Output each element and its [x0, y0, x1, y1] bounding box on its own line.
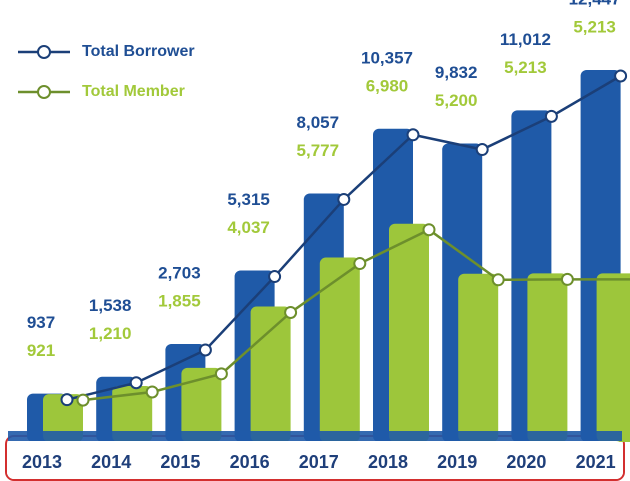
line-marker [198, 343, 212, 357]
bar [596, 273, 630, 442]
bar [181, 367, 222, 442]
value-label: 5,777 [297, 141, 340, 160]
value-label: 11,012 [500, 30, 551, 49]
line-marker [214, 367, 228, 381]
line-marker [145, 385, 159, 399]
line-marker [614, 69, 628, 83]
line-marker [422, 223, 436, 237]
bar [389, 223, 429, 442]
value-label: 10,357 [361, 48, 413, 67]
value-label: 1,855 [158, 291, 201, 310]
line-marker [475, 143, 489, 157]
x-tick-label: 2016 [230, 452, 270, 472]
value-label: 1,210 [89, 324, 132, 343]
legend-marker [37, 85, 51, 99]
value-label: 9,832 [435, 63, 478, 82]
value-label: 6,980 [366, 76, 409, 95]
x-tick-label: 2020 [506, 452, 546, 472]
line-marker [406, 128, 420, 142]
x-tick-label: 2017 [299, 452, 339, 472]
x-tick-label: 2013 [22, 452, 62, 472]
line-marker [560, 272, 574, 286]
value-label: 921 [27, 341, 55, 360]
bar-base-strip [8, 431, 622, 441]
legend-marker [37, 45, 51, 59]
line-marker [544, 109, 558, 123]
line-marker [60, 393, 74, 407]
line-marker [491, 273, 505, 287]
x-tick-label: 2015 [160, 452, 200, 472]
value-label: 2,703 [158, 263, 201, 282]
x-tick-label: 2014 [91, 452, 131, 472]
value-label: 937 [27, 313, 55, 332]
line-marker [284, 305, 298, 319]
bar [43, 394, 83, 442]
bar [319, 257, 360, 442]
value-label: 5,200 [435, 91, 478, 110]
x-tick-label: 2021 [576, 452, 616, 472]
category-box-fill [7, 441, 623, 479]
value-label: 8,057 [297, 113, 340, 132]
value-label: 12,447 [569, 0, 621, 8]
line-marker [129, 376, 143, 390]
bar [112, 385, 153, 442]
line-marker [76, 393, 90, 407]
value-label: 1,538 [89, 296, 132, 315]
bar [458, 273, 499, 442]
legend-label: Total Member [82, 83, 185, 100]
bar [527, 273, 568, 442]
value-label: 4,037 [227, 218, 270, 237]
x-tick-label: 2018 [368, 452, 408, 472]
bar [250, 306, 291, 442]
value-label: 5,213 [504, 58, 547, 77]
line-marker [268, 270, 282, 284]
legend-label: Total Borrower [82, 43, 195, 60]
line-marker [337, 192, 351, 206]
value-label: 5,213 [573, 17, 616, 36]
x-tick-label: 2019 [437, 452, 477, 472]
line-marker [353, 257, 367, 271]
value-label: 5,315 [227, 190, 270, 209]
